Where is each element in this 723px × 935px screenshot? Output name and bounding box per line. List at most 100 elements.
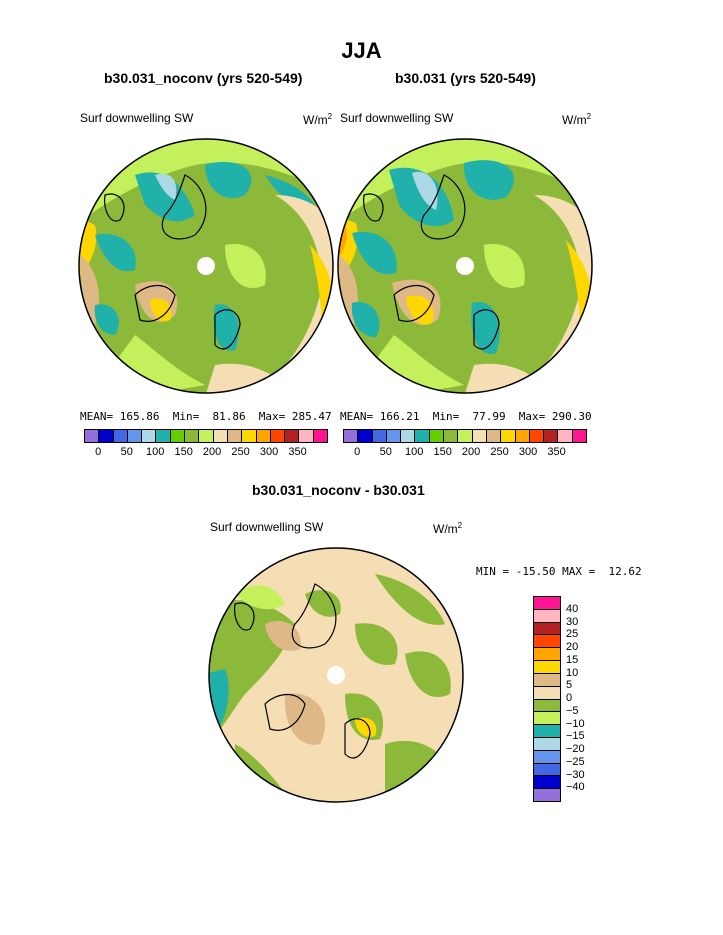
colorbar-swatch [313,430,328,442]
colorbar-tick-label: 15 [566,653,579,666]
colorbar-tick-label: −15 [566,730,585,743]
colorbar-tick-label: −10 [566,717,585,730]
colorbar-swatch [401,430,416,442]
colorbar-swatch [534,609,560,623]
colorbar-tick-label: 200 [461,446,481,458]
colorbar-swatch [285,430,300,442]
colorbar-swatch [515,430,530,442]
panel-2-variable-label: Surf downwelling SW [340,111,454,125]
colorbar-tick-label: 350 [288,446,307,458]
colorbar-swatch [534,725,560,738]
colorbar-tick-label: 100 [145,446,165,458]
panel-2-polar-map [337,138,593,394]
colorbar-swatch [156,430,171,442]
colorbar-swatch [534,661,560,674]
colorbar-swatch [544,430,559,442]
colorbar-tick-label: 300 [259,446,279,458]
colorbar-swatch [558,430,573,442]
colorbar-swatch [415,430,430,442]
colorbar-tick-label: 50 [120,446,133,458]
colorbar-tick-label: 200 [202,446,222,458]
colorbar-tick-label: 40 [566,602,579,615]
colorbar-swatch [534,648,560,662]
colorbar-swatch [199,430,214,442]
colorbar-tick-label: 100 [404,446,424,458]
diff-panel-colorbar-ticks: 40 30 25 20 15 10 5 0 −5 −10 −15 −20 −25 −30 −40 [566,596,606,800]
colorbar-tick-label: −20 [566,743,585,755]
colorbar-swatch [534,776,560,790]
colorbar-swatch [534,635,560,649]
colorbar-tick-label: −5 [566,704,579,717]
colorbar-swatch [85,430,100,442]
colorbar-swatch [299,430,314,442]
panel-2-subtitle: b30.031 (yrs 520-549) [395,70,536,86]
colorbar-tick-label: 20 [566,641,579,653]
colorbar-swatch [213,430,228,442]
colorbar-swatch [534,737,560,751]
colorbar-swatch [534,622,560,636]
colorbar-swatch [227,430,243,442]
colorbar-swatch [572,430,587,442]
panel-1-colorbar [84,429,328,443]
colorbar-tick-label: 0 [354,446,361,458]
diff-panel-polar-map [208,547,464,803]
colorbar-swatch [458,430,473,442]
colorbar-tick-label: 250 [231,446,250,458]
panel-1-subtitle: b30.031_noconv (yrs 520-549) [104,70,303,86]
colorbar-tick-label: 150 [433,446,452,458]
colorbar-swatch [534,712,560,726]
colorbar-tick-label: 25 [566,628,579,641]
colorbar-swatch [127,430,143,442]
diff-panel-variable-label: Surf downwelling SW [210,520,324,534]
colorbar-tick-label: 0 [95,446,102,458]
colorbar-tick-label: 0 [566,692,573,704]
page-title: JJA [341,38,382,63]
panel-2-units: W/m2 [562,112,592,127]
colorbar-tick-label: 350 [547,446,566,458]
panel-2-colorbar [343,429,587,443]
panel-1-variable-label: Surf downwelling SW [80,111,194,125]
colorbar-swatch [501,430,516,442]
diff-panel-units: W/m2 [433,521,463,536]
panel-1-polar-map [78,138,334,394]
colorbar-swatch [534,597,560,610]
colorbar-tick-label: 5 [566,679,573,692]
colorbar-swatch [444,430,459,442]
colorbar-swatch [386,430,402,442]
diff-panel-stats: MIN = -15.50 MAX = 12.62 [476,565,642,578]
colorbar-swatch [358,430,373,442]
colorbar-tick-label: −30 [566,768,585,781]
colorbar-tick-label: 10 [566,666,579,679]
colorbar-swatch [170,430,186,442]
panel-1-units: W/m2 [303,112,333,127]
colorbar-swatch [142,430,157,442]
colorbar-swatch [372,430,387,442]
colorbar-swatch [534,673,560,687]
colorbar-tick-label: 250 [490,446,509,458]
diff-panel-subtitle: b30.031_noconv - b30.031 [252,482,425,498]
colorbar-swatch [429,430,445,442]
colorbar-swatch [534,686,560,700]
colorbar-swatch [472,430,487,442]
colorbar-tick-label: −40 [566,781,585,794]
colorbar-swatch [529,430,545,442]
colorbar-swatch [185,430,200,442]
panel-1-colorbar-ticks: 0 50 100 150 200 250 300 350 [84,446,326,460]
colorbar-swatch [534,699,560,713]
colorbar-swatch [344,430,359,442]
colorbar-tick-label: 300 [518,446,538,458]
colorbar-swatch [486,430,502,442]
panel-2-colorbar-ticks: 0 50 100 150 200 250 300 350 [343,446,585,460]
panel-2-stats: MEAN= 166.21 Min= 77.99 Max= 290.30 [340,410,592,423]
diff-panel-colorbar [533,596,561,802]
colorbar-tick-label: 30 [566,615,579,628]
colorbar-tick-label: 150 [174,446,193,458]
colorbar-swatch [256,430,271,442]
panel-1-stats: MEAN= 165.86 Min= 81.86 Max= 285.47 [80,410,332,423]
colorbar-tick-label: 50 [379,446,392,458]
colorbar-swatch [534,750,560,764]
colorbar-swatch [534,789,560,801]
colorbar-swatch [270,430,286,442]
colorbar-swatch [242,430,257,442]
colorbar-swatch [534,763,560,777]
